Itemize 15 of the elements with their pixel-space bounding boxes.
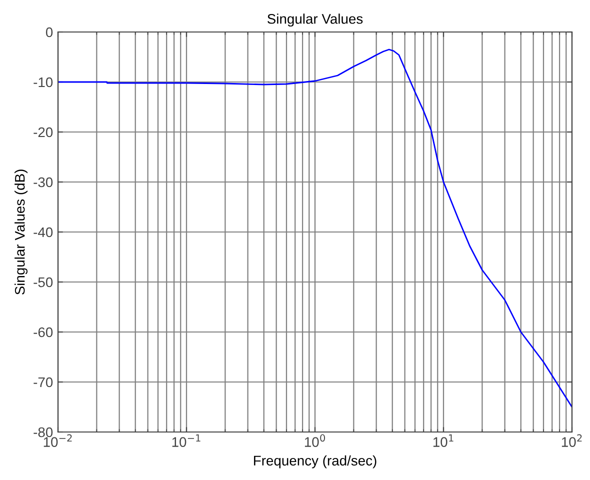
- y-tick-label: -20: [34, 127, 53, 138]
- x-tick-label: 10$^{−1}$: [172, 434, 200, 447]
- y-tick-label: -30: [34, 177, 53, 188]
- y-tick-label: -40: [34, 227, 53, 238]
- y-tick-label: 0: [46, 27, 53, 38]
- y-tick-label: -60: [34, 327, 53, 338]
- chart-title: Singular Values: [268, 14, 363, 27]
- y-tick-label: -50: [34, 277, 53, 288]
- y-tick-label: -70: [34, 377, 53, 388]
- x-tick-label: 10$^{0}$: [304, 434, 326, 447]
- x-tick-label: 10$^{1}$: [433, 434, 454, 447]
- y-tick-label: -10: [34, 77, 53, 88]
- y-axis-title: Singular Values (dB): [14, 170, 28, 295]
- x-axis-title: Frequency (rad/sec): [254, 455, 376, 468]
- x-tick-label: 10$^{2}$: [562, 434, 582, 447]
